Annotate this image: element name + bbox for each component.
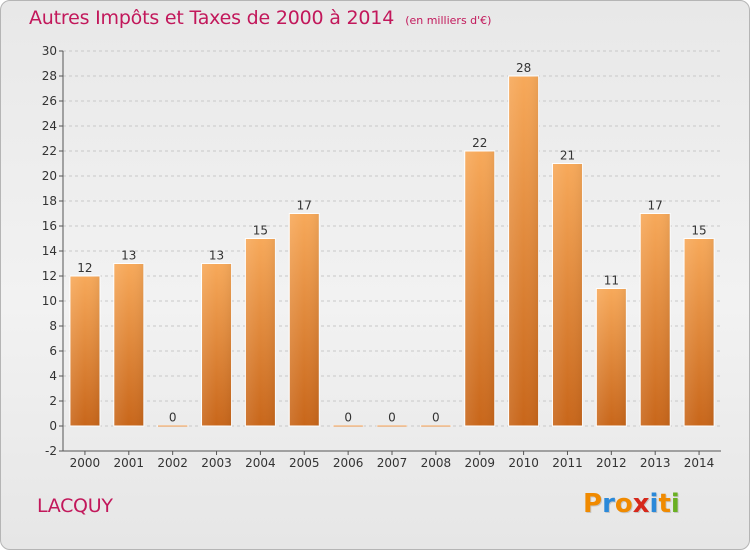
bar-shade-2009 — [464, 151, 495, 426]
logo-letter: o — [614, 489, 633, 519]
chart-title: Autres Impôts et Taxes de 2000 à 2014 — [29, 7, 395, 29]
logo-letter: P — [583, 489, 603, 519]
y-tick-label: 28 — [42, 69, 57, 83]
y-tick-label: 2 — [49, 394, 57, 408]
value-label-2003: 13 — [209, 249, 224, 263]
y-tick-label: 30 — [42, 44, 57, 58]
bar-shade-2010 — [508, 76, 539, 426]
value-labels: 12 13 0 13 15 17 0 0 0 22 28 21 11 17 15 — [77, 61, 706, 424]
bar-2007 — [376, 425, 408, 427]
chart-header: Autres Impôts et Taxes de 2000 à 2014 (e… — [29, 7, 491, 29]
bars — [69, 75, 715, 427]
x-tick-label-2008: 2008 — [421, 456, 452, 470]
y-tick-label: 26 — [42, 94, 57, 108]
value-label-2008: 0 — [432, 410, 440, 424]
y-tick-label: 14 — [42, 244, 57, 258]
bar-shade-2013 — [640, 213, 671, 426]
logo-letter: i — [670, 489, 680, 519]
logo-letter: i — [649, 489, 659, 519]
bar-shade-2004 — [245, 238, 276, 426]
bar-2002 — [157, 425, 188, 427]
bar-shade-2012 — [596, 288, 627, 426]
value-label-2002: 0 — [169, 410, 177, 424]
logo-letter: r — [602, 489, 615, 519]
value-label-2009: 22 — [472, 136, 487, 150]
x-tick-label-2000: 2000 — [70, 456, 101, 470]
bar-shade-2014 — [684, 238, 715, 426]
value-label-2006: 0 — [344, 410, 352, 424]
x-tick-label-2012: 2012 — [596, 456, 627, 470]
x-tick-label-2009: 2009 — [464, 456, 495, 470]
x-tick-label-2003: 2003 — [201, 456, 232, 470]
chart-subtitle: (en milliers d'€) — [405, 14, 492, 27]
y-tick-label: 20 — [42, 169, 57, 183]
value-label-2011: 21 — [560, 149, 575, 163]
value-label-2014: 15 — [691, 224, 706, 238]
x-tick-label-2010: 2010 — [508, 456, 539, 470]
bar-2006 — [332, 425, 364, 427]
bar-2008 — [420, 425, 452, 427]
value-label-2013: 17 — [648, 199, 663, 213]
x-tick-label-2007: 2007 — [377, 456, 408, 470]
y-tick-label: 4 — [49, 369, 57, 383]
y-tick-label: 18 — [42, 194, 57, 208]
x-tick-label-2004: 2004 — [245, 456, 276, 470]
bar-shade-2000 — [69, 276, 100, 426]
y-tick-label: -2 — [45, 444, 57, 458]
bar-shade-2011 — [552, 163, 583, 426]
x-tick-label-2006: 2006 — [333, 456, 364, 470]
proxiti-logo[interactable]: Proxiti — [583, 489, 680, 519]
x-tick-label-2014: 2014 — [684, 456, 715, 470]
x-tick-label-2013: 2013 — [640, 456, 671, 470]
y-tick-label: 22 — [42, 144, 57, 158]
value-label-2012: 11 — [604, 274, 619, 288]
y-tick-label: 12 — [42, 269, 57, 283]
value-label-2000: 12 — [77, 261, 92, 275]
value-label-2010: 28 — [516, 61, 531, 75]
x-tick-label-2005: 2005 — [289, 456, 320, 470]
commune-name: LACQUY — [37, 495, 113, 517]
y-tick-label: 8 — [49, 319, 57, 333]
y-tick-label: 0 — [49, 419, 57, 433]
x-tick-label-2002: 2002 — [157, 456, 188, 470]
y-tick-label: 16 — [42, 219, 57, 233]
x-tick-label-2001: 2001 — [114, 456, 145, 470]
logo-letter: x — [632, 489, 650, 519]
value-label-2007: 0 — [388, 410, 396, 424]
value-label-2005: 17 — [297, 199, 312, 213]
value-label-2001: 13 — [121, 249, 136, 263]
x-tick-label-2011: 2011 — [552, 456, 583, 470]
bar-shade-2005 — [289, 213, 320, 426]
y-tick-label: 10 — [42, 294, 57, 308]
y-tick-label: 24 — [42, 119, 57, 133]
value-label-2004: 15 — [253, 224, 268, 238]
bar-shade-2003 — [201, 263, 232, 426]
bar-shade-2001 — [113, 263, 144, 426]
logo-letter: t — [658, 489, 671, 519]
y-tick-label: 6 — [49, 344, 57, 358]
